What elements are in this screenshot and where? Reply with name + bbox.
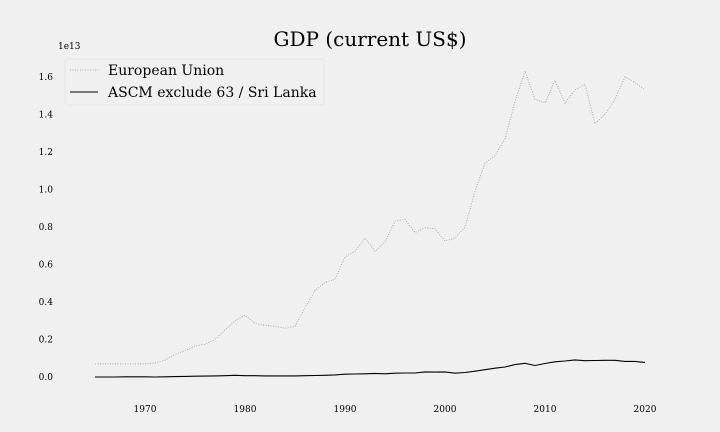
legend-label-european-union: European Union — [108, 63, 224, 79]
series-line-ascm-sri-lanka — [95, 359, 646, 378]
x-tick-label: 1990 — [334, 405, 357, 415]
y-tick-label: 0.2 — [39, 335, 53, 345]
x-tick-label: 2010 — [534, 405, 557, 415]
y-tick-label: 0.8 — [39, 223, 54, 233]
series-line-european-union — [95, 69, 646, 365]
y-tick-label: 0.4 — [39, 298, 54, 308]
legend-frame — [64, 58, 325, 106]
y-tick-label: 1.4 — [39, 110, 54, 120]
series-lines — [95, 69, 646, 378]
y-tick-label: 1.6 — [39, 73, 54, 83]
x-tick-label: 1970 — [134, 405, 157, 415]
y-tick-label: 1.2 — [39, 148, 53, 158]
y-axis-ticks: 0.0 0.2 0.4 0.6 0.8 1.0 1.2 1.4 1.6 — [39, 73, 54, 383]
x-tick-label: 2020 — [634, 405, 657, 415]
y-tick-label: 0.0 — [39, 373, 54, 383]
legend: European Union ASCM exclude 63 / Sri Lan… — [64, 58, 325, 106]
x-axis-ticks: 1970 1980 1990 2000 2010 2020 — [134, 405, 657, 415]
y-offset-text: 1e13 — [58, 42, 81, 52]
x-tick-label: 2000 — [434, 405, 457, 415]
y-tick-label: 1.0 — [39, 185, 54, 195]
chart-title: GDP (current US$) — [273, 27, 466, 51]
legend-label-ascm-sri-lanka: ASCM exclude 63 / Sri Lanka — [107, 85, 317, 101]
y-tick-label: 0.6 — [39, 260, 54, 270]
x-tick-label: 1980 — [234, 405, 257, 415]
